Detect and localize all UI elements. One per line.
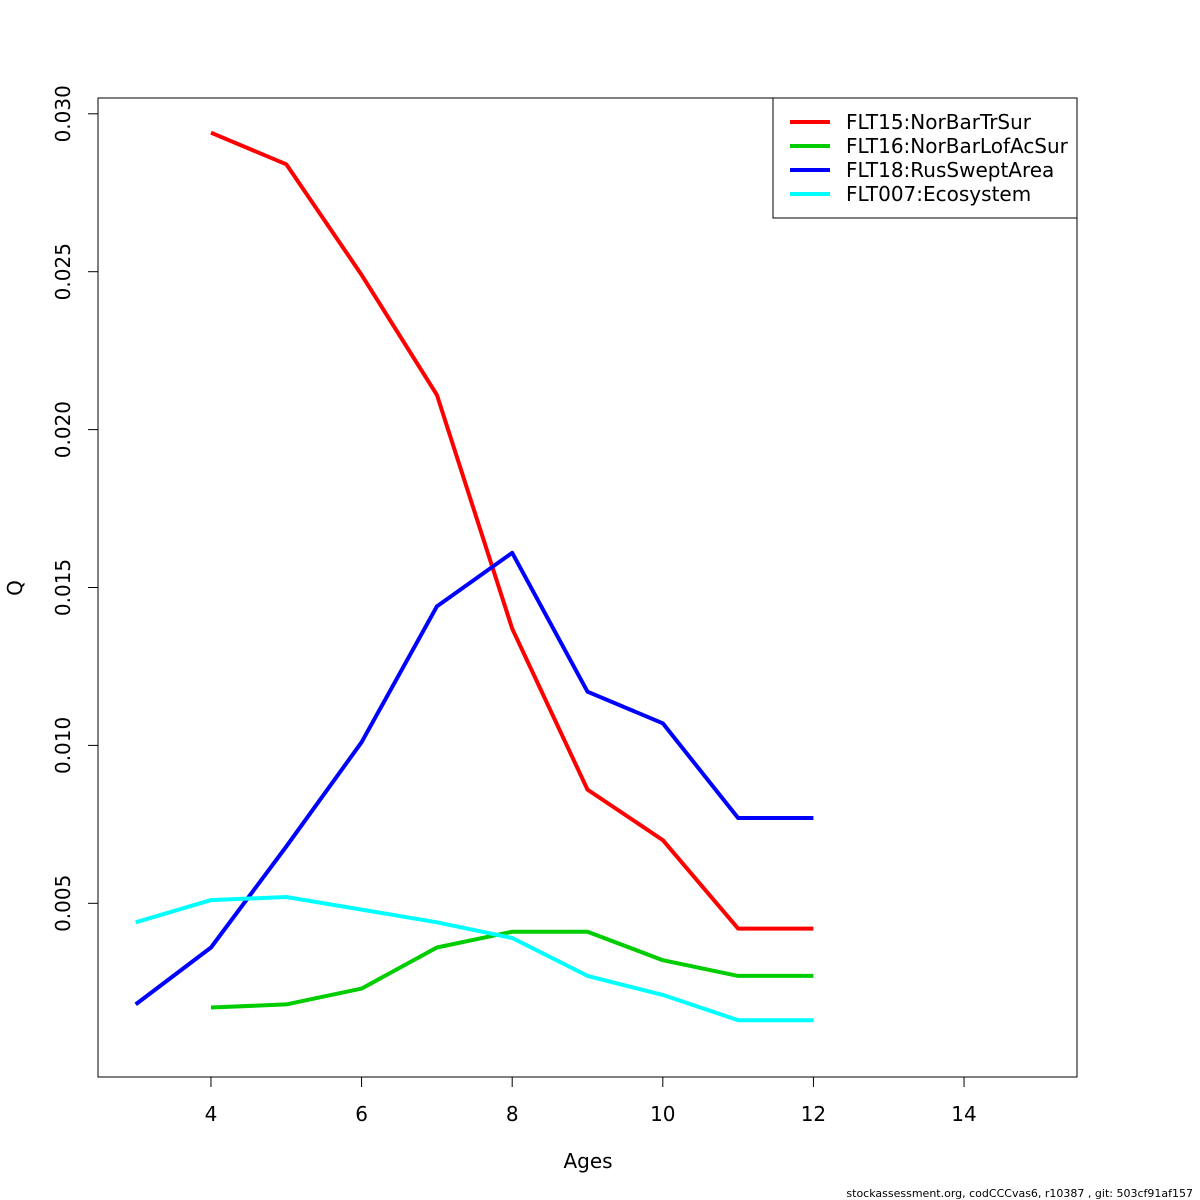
x-tick-label: 14 [951,1102,976,1126]
legend-label: FLT007:Ecosystem [846,182,1031,206]
series-line-1 [210,130,814,931]
series-line-4 [135,895,814,1023]
y-tick-label: 0.015 [51,559,75,616]
footer-text: stockassessment.org, codCCCvas6, r10387 … [846,1187,1193,1200]
x-tick-label: 6 [355,1102,368,1126]
x-tick-label: 12 [801,1102,826,1126]
series-group [134,130,814,1023]
x-tick-label: 10 [650,1102,675,1126]
series-line-2 [210,929,814,1010]
x-tick-label: 8 [506,1102,519,1126]
legend-label: FLT18:RusSweptArea [846,158,1054,182]
x-axis: 4 6 8 10 12 14 [205,1076,977,1126]
series-line-3 [134,550,814,1006]
legend-items: FLT15:NorBarTrSurFLT16:NorBarLofAcSurFLT… [790,110,1069,206]
y-tick-label: 0.010 [51,717,75,774]
legend-box [772,97,1078,219]
y-tick-label: 0.005 [51,875,75,932]
y-tick-label: 0.030 [51,85,75,142]
legend-label: FLT15:NorBarTrSur [846,110,1032,134]
y-tick-label: 0.020 [51,401,75,458]
x-axis-label: Ages [563,1149,612,1173]
legend: FLT15:NorBarTrSurFLT16:NorBarLofAcSurFLT… [772,97,1078,219]
y-axis: 0.005 0.010 0.015 0.020 0.025 0.030 [51,85,99,932]
y-axis-label: Q [3,580,27,596]
x-tick-label: 4 [205,1102,218,1126]
legend-label: FLT16:NorBarLofAcSur [846,134,1069,158]
y-tick-label: 0.025 [51,243,75,300]
